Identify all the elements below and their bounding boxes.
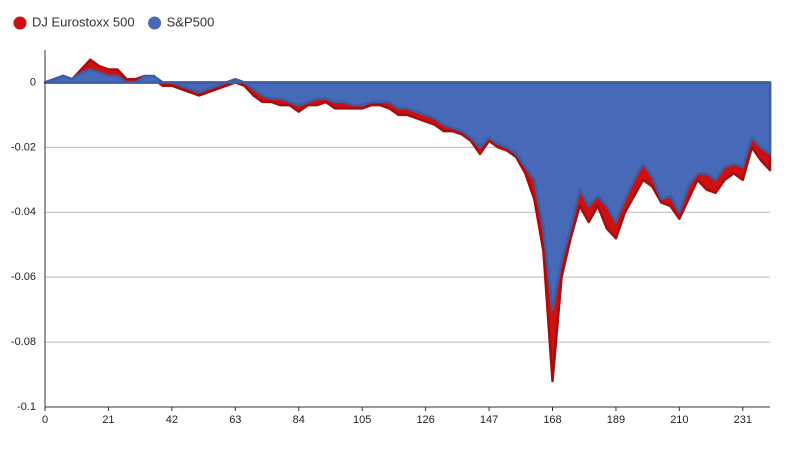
x-tick-label: 126: [416, 414, 434, 426]
y-tick-label: -0.06: [11, 271, 36, 283]
legend-swatch: [13, 16, 27, 30]
y-tick-label: -0.08: [11, 336, 36, 348]
x-tick-label: 84: [293, 414, 305, 426]
x-tick-label: 42: [166, 414, 178, 426]
x-tick-label: 189: [607, 414, 625, 426]
x-tick-label: 168: [543, 414, 561, 426]
y-tick-label: -0.02: [11, 141, 36, 153]
y-tick-label: -0.04: [11, 206, 36, 218]
x-tick-label: 105: [353, 414, 371, 426]
x-tick-label: 210: [670, 414, 688, 426]
legend-label: DJ Eurostoxx 500: [32, 14, 135, 29]
y-tick-label: 0: [30, 76, 36, 88]
legend-label: S&P500: [167, 14, 215, 29]
x-tick-label: 0: [42, 414, 48, 426]
legend-swatch: [148, 16, 162, 30]
area: [43, 68, 772, 311]
x-tick-label: 231: [734, 414, 752, 426]
x-tick-label: 63: [229, 414, 241, 426]
x-tick-label: 21: [102, 414, 114, 426]
y-tick-label: -0.1: [17, 401, 36, 413]
x-tick-label: 147: [480, 414, 498, 426]
